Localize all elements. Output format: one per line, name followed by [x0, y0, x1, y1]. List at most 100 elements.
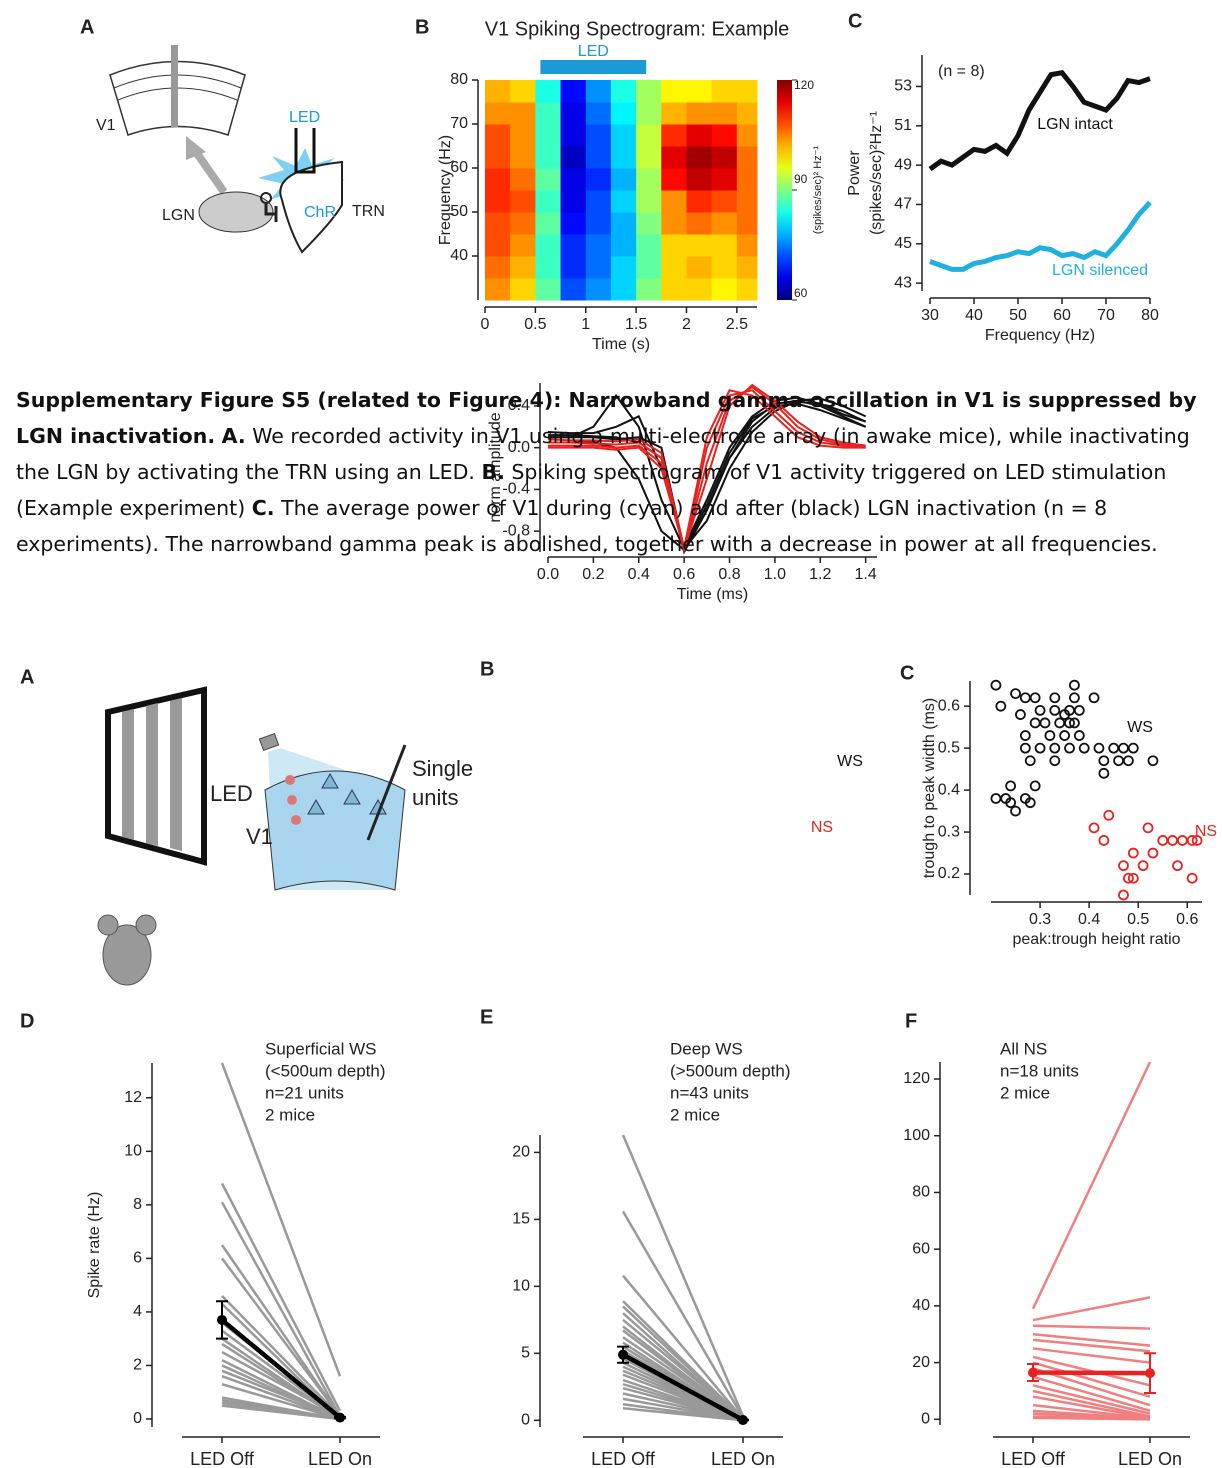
heatmap-cell	[485, 102, 511, 125]
annotation: (<500um depth)	[265, 1061, 386, 1080]
scatter-point	[1142, 822, 1154, 834]
x-tick-label: LED On	[711, 1449, 775, 1468]
annotation: 2 mice	[265, 1105, 315, 1124]
scatter-point	[995, 700, 1007, 712]
stripe	[122, 709, 134, 840]
scatter-point	[1147, 847, 1159, 859]
heatmap-cell	[560, 256, 587, 279]
heatmap-cell	[485, 124, 511, 147]
heatmap-cell	[510, 80, 536, 103]
heatmap-cell	[610, 146, 637, 169]
neuron	[307, 798, 325, 815]
y-tick-label: 0	[133, 1410, 142, 1427]
panel-label: D	[20, 1010, 34, 1032]
scatter-point	[1069, 692, 1080, 704]
heatmap-cell	[736, 278, 758, 301]
panel-label: B	[415, 16, 429, 38]
x-tick-label: 1.2	[809, 566, 831, 583]
heatmap-cell	[610, 234, 637, 257]
mouse-ear	[135, 914, 157, 936]
unit-line	[622, 1305, 744, 1420]
heatmap-cell	[736, 102, 758, 125]
scatter-point	[1034, 742, 1046, 754]
mean-line	[220, 1318, 342, 1420]
scatter-point	[1019, 692, 1031, 704]
colorbar-label: (spikes/sec)² Hz⁻¹	[812, 146, 824, 235]
heatmap-cell	[585, 146, 612, 169]
heatmap-cell	[510, 168, 536, 191]
colorbar-tick-label: 120	[794, 78, 814, 92]
y-tick-label: 0	[921, 1411, 930, 1428]
heatmap-cell	[686, 168, 713, 191]
unit-line	[1032, 1296, 1151, 1322]
heatmap-cell	[711, 256, 738, 279]
unit-line	[1032, 1347, 1151, 1364]
heatmap-cell	[711, 234, 738, 257]
y-axis-label: norm amplitude	[487, 412, 504, 522]
scatter-point	[1005, 797, 1017, 809]
y-tick-label: 47	[894, 196, 912, 213]
y-tick-label: 0.4	[938, 781, 960, 798]
heatmap-cell	[711, 80, 738, 103]
scatter-point	[1005, 780, 1017, 792]
y-tick-label: 10	[512, 1278, 530, 1295]
panel-label: A	[20, 666, 34, 688]
scatter-point	[1034, 704, 1046, 716]
y-tick-label: 0.6	[938, 697, 960, 714]
unit-line	[622, 1407, 744, 1422]
heatmap-cell	[485, 256, 511, 279]
y-tick-label: 0.2	[938, 865, 960, 882]
heatmap-cell	[560, 80, 587, 103]
scatter-point	[1186, 872, 1198, 884]
y-tick-label: 120	[903, 1070, 930, 1087]
heatmap-cell	[661, 168, 687, 191]
y-tick-label: 5	[521, 1345, 530, 1362]
caption-segment: A.	[221, 424, 246, 448]
y-tick-label: 50	[450, 203, 468, 220]
scatter-point	[1069, 717, 1080, 729]
y-tick-label: 53	[894, 78, 912, 95]
heatmap-cell	[560, 278, 587, 301]
x-tick-label: 0.6	[673, 566, 695, 583]
neuron	[343, 788, 361, 805]
heatmap-cell	[661, 80, 687, 103]
line	[548, 393, 867, 552]
x-tick-label: 40	[965, 307, 983, 324]
y-tick-label: 0	[521, 1412, 530, 1429]
heatmap-cell	[610, 212, 637, 235]
annotation: All NS	[1000, 1039, 1047, 1058]
unit-line	[221, 1294, 341, 1418]
heatmap-cell	[636, 212, 662, 235]
heatmap-cell	[736, 168, 758, 191]
y-tick-label: 0.5	[938, 739, 960, 756]
mouse-ear	[97, 914, 119, 936]
heatmap-cell	[585, 278, 612, 301]
x-axis-label: Time (ms)	[677, 586, 748, 603]
heatmap-cell	[560, 146, 587, 169]
unit-line	[622, 1274, 744, 1420]
heatmap-cell	[736, 234, 758, 257]
label: LGN	[162, 207, 195, 224]
label: Single	[412, 756, 473, 781]
scatter-point	[1039, 717, 1051, 729]
y-tick-label: 12	[124, 1089, 142, 1106]
scatter-point	[1049, 755, 1061, 767]
heatmap-cell	[535, 190, 562, 213]
scatter-point	[1029, 780, 1041, 792]
heatmap-cell	[585, 168, 612, 191]
heatmap-cell	[510, 190, 536, 213]
annotation: Deep WS	[670, 1039, 743, 1058]
led-label: LED	[578, 43, 609, 60]
heatmap-cell	[661, 234, 687, 257]
scatter-point	[1157, 835, 1169, 846]
heatmap-cell	[485, 234, 511, 257]
y-tick-label: 0.0	[508, 439, 530, 456]
scatter-point	[1010, 688, 1021, 699]
stripe	[170, 698, 182, 851]
heatmap-cell	[610, 256, 637, 279]
mean-point	[217, 1314, 227, 1325]
heatmap-cell	[610, 102, 637, 125]
unit-line	[622, 1318, 744, 1420]
scatter-point	[1069, 679, 1080, 691]
x-tick-label: 0.6	[1176, 911, 1198, 928]
